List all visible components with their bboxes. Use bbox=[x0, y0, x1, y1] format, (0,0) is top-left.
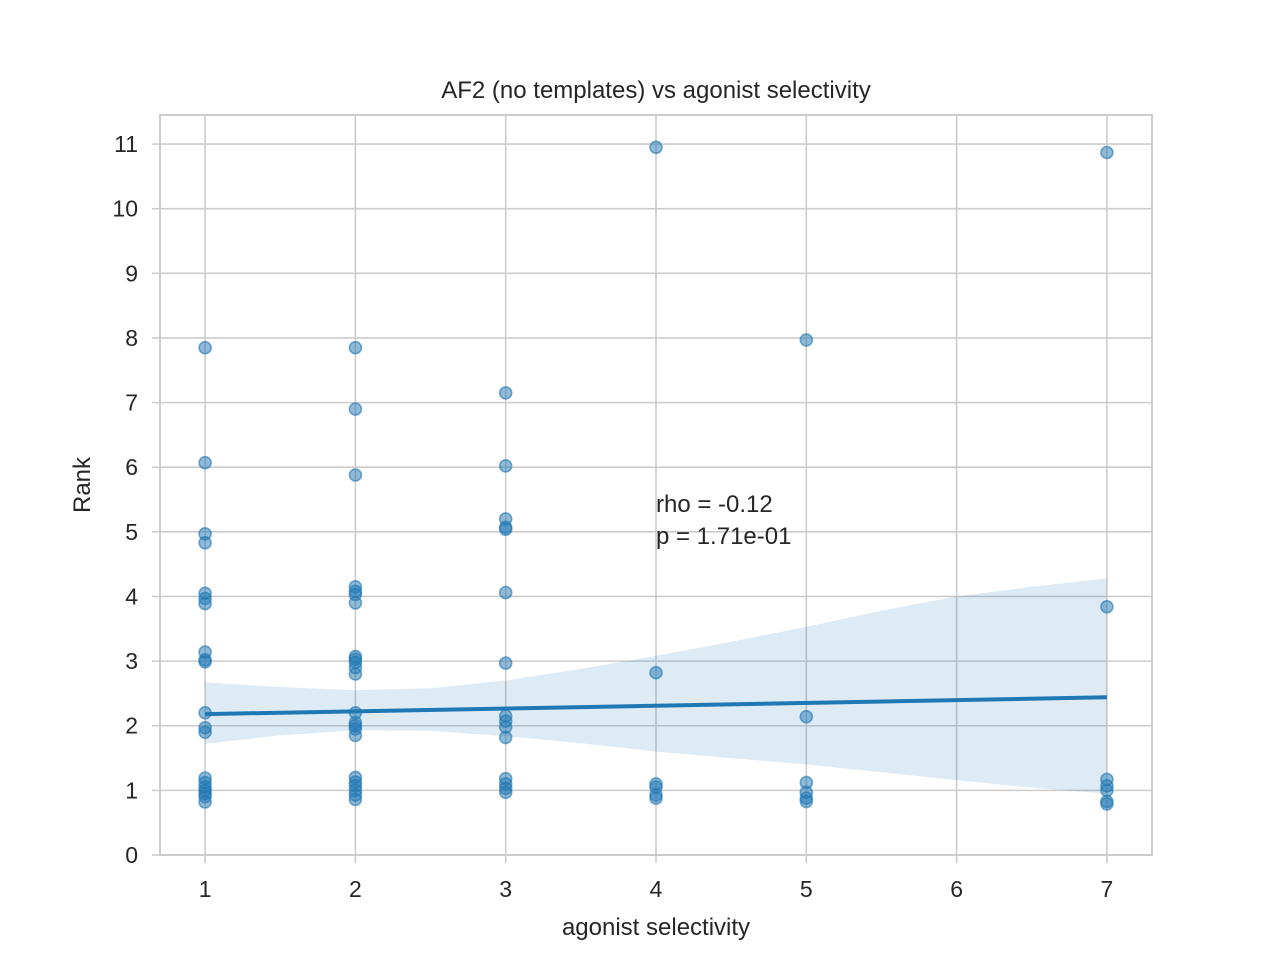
y-tick-label: 3 bbox=[125, 648, 138, 674]
data-point bbox=[348, 596, 363, 610]
data-point bbox=[1100, 145, 1114, 160]
data-point bbox=[498, 656, 513, 670]
rho-annotation: rho = -0.12 bbox=[656, 491, 773, 518]
y-tick-label: 10 bbox=[112, 196, 138, 222]
data-point bbox=[498, 386, 513, 400]
data-point bbox=[649, 665, 663, 680]
data-point bbox=[348, 728, 363, 743]
x-axis-label: agonist selectivity bbox=[562, 914, 750, 941]
data-point bbox=[348, 402, 363, 416]
data-point bbox=[348, 340, 363, 355]
data-point bbox=[198, 725, 212, 740]
data-point bbox=[498, 730, 513, 745]
data-point bbox=[198, 340, 212, 355]
data-point bbox=[799, 709, 814, 724]
y-axis-ticks: 0 1 2 3 4 5 6 7 8 9 10 11 bbox=[112, 131, 160, 868]
data-point bbox=[498, 585, 513, 600]
x-tick-label: 3 bbox=[499, 876, 512, 902]
x-tick-label: 6 bbox=[950, 876, 963, 902]
data-point bbox=[1100, 599, 1114, 614]
data-point bbox=[198, 455, 212, 470]
data-point bbox=[649, 140, 663, 155]
data-point bbox=[348, 468, 363, 482]
data-point bbox=[198, 596, 212, 611]
data-point bbox=[198, 654, 212, 669]
y-tick-label: 8 bbox=[125, 325, 138, 351]
x-tick-label: 7 bbox=[1101, 876, 1114, 902]
y-tick-label: 7 bbox=[125, 390, 138, 416]
y-tick-label: 1 bbox=[125, 777, 138, 803]
data-point bbox=[198, 795, 212, 809]
scatter-points bbox=[198, 140, 1114, 811]
data-point bbox=[799, 333, 814, 347]
y-tick-label: 9 bbox=[125, 260, 138, 286]
x-tick-label: 5 bbox=[800, 876, 813, 902]
data-point bbox=[348, 667, 363, 681]
data-point bbox=[498, 785, 513, 800]
y-tick-label: 4 bbox=[125, 583, 138, 609]
data-point bbox=[498, 459, 513, 473]
data-point bbox=[198, 705, 212, 720]
confidence-band-layer bbox=[205, 578, 1107, 794]
data-point bbox=[1100, 797, 1114, 811]
data-point bbox=[799, 794, 814, 809]
x-tick-label: 1 bbox=[199, 876, 212, 902]
confidence-band bbox=[205, 578, 1107, 794]
x-tick-label: 4 bbox=[650, 876, 663, 902]
data-point bbox=[348, 792, 363, 807]
chart-title: AF2 (no templates) vs agonist selectivit… bbox=[441, 77, 871, 104]
grid bbox=[160, 115, 1152, 856]
data-point bbox=[198, 535, 212, 550]
y-tick-label: 5 bbox=[125, 519, 138, 545]
y-tick-label: 2 bbox=[125, 713, 138, 739]
data-point bbox=[498, 522, 513, 537]
x-tick-label: 2 bbox=[349, 876, 362, 902]
y-axis-label: Rank bbox=[69, 456, 96, 513]
y-tick-label: 11 bbox=[114, 131, 138, 157]
y-tick-label: 0 bbox=[125, 842, 138, 868]
p-value-annotation: p = 1.71e-01 bbox=[656, 523, 791, 550]
x-axis-ticks: 1 2 3 4 5 6 7 bbox=[199, 855, 1114, 902]
y-tick-label: 6 bbox=[125, 454, 138, 480]
data-point bbox=[649, 791, 663, 805]
